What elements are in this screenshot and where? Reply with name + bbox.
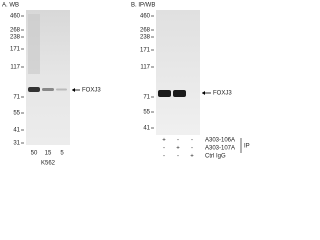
arrowhead bbox=[202, 91, 205, 95]
mw-label: 31 bbox=[13, 141, 20, 147]
lane-sign: - bbox=[177, 138, 179, 144]
row-label: A303-106A bbox=[205, 138, 235, 144]
lane-label: 50 bbox=[31, 151, 38, 157]
target-label: FOXJ3 bbox=[213, 91, 232, 97]
lane-sign: - bbox=[163, 146, 165, 152]
sample-label: K562 bbox=[41, 161, 56, 167]
group-label: IP bbox=[244, 144, 250, 150]
panel-title: B. IP/WB bbox=[131, 3, 155, 9]
lane-sign: - bbox=[177, 154, 179, 160]
mw-label: 71 bbox=[143, 95, 150, 101]
blot-b bbox=[156, 10, 200, 135]
mw-label: 117 bbox=[140, 65, 150, 71]
mw-label: 171 bbox=[140, 48, 151, 54]
band bbox=[158, 90, 171, 97]
lane-sign: - bbox=[191, 138, 193, 144]
mw-label: 71 bbox=[13, 95, 20, 101]
target-label: FOXJ3 bbox=[82, 88, 101, 94]
lane-sign: + bbox=[190, 154, 194, 160]
band bbox=[173, 90, 186, 97]
smear bbox=[28, 14, 40, 74]
lane-sign: + bbox=[176, 146, 180, 152]
mw-label: 41 bbox=[13, 128, 20, 134]
row-label: A303-107A bbox=[205, 146, 235, 152]
mw-label: 238 bbox=[140, 35, 151, 41]
row-label: Ctrl IgG bbox=[205, 154, 226, 160]
band bbox=[42, 88, 54, 91]
band bbox=[56, 88, 67, 91]
lane-label: 5 bbox=[60, 151, 64, 157]
arrowhead bbox=[72, 88, 75, 92]
band bbox=[28, 87, 40, 92]
mw-label: 55 bbox=[143, 110, 150, 116]
mw-label: 171 bbox=[10, 47, 21, 53]
panel-title: A. WB bbox=[2, 3, 19, 9]
mw-label: 238 bbox=[10, 35, 21, 41]
lane-sign: + bbox=[162, 138, 166, 144]
mw-label: 460 bbox=[140, 14, 151, 20]
mw-label: 117 bbox=[10, 65, 20, 71]
mw-label: 460 bbox=[10, 14, 21, 20]
lane-label: 15 bbox=[45, 151, 52, 157]
mw-label: 41 bbox=[143, 126, 150, 132]
mw-label: 268 bbox=[140, 28, 151, 34]
mw-label: 268 bbox=[10, 28, 21, 34]
figure: A. WB FOXJ3 B. IP/WB FOXJ3 K562 IP 460 26… bbox=[2, 3, 250, 167]
lane-sign: - bbox=[191, 146, 193, 152]
mw-label: 55 bbox=[13, 111, 20, 117]
lane-sign: - bbox=[163, 154, 165, 160]
